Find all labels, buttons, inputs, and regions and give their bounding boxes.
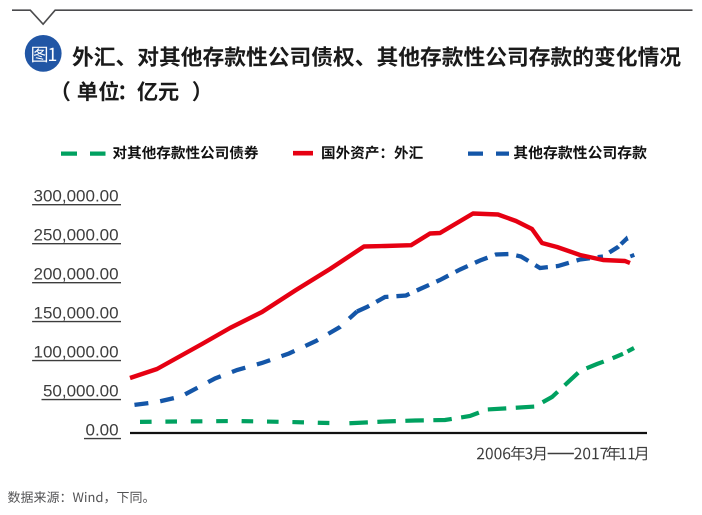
- svg-text:100,000.00: 100,000.00: [34, 343, 119, 362]
- svg-text:0.00: 0.00: [86, 421, 119, 440]
- svg-text:300,000.00: 300,000.00: [34, 187, 119, 206]
- svg-text:200,000.00: 200,000.00: [34, 265, 119, 284]
- svg-text:150,000.00: 150,000.00: [34, 304, 119, 323]
- svg-text:50,000.00: 50,000.00: [43, 382, 119, 401]
- svg-text:250,000.00: 250,000.00: [34, 226, 119, 245]
